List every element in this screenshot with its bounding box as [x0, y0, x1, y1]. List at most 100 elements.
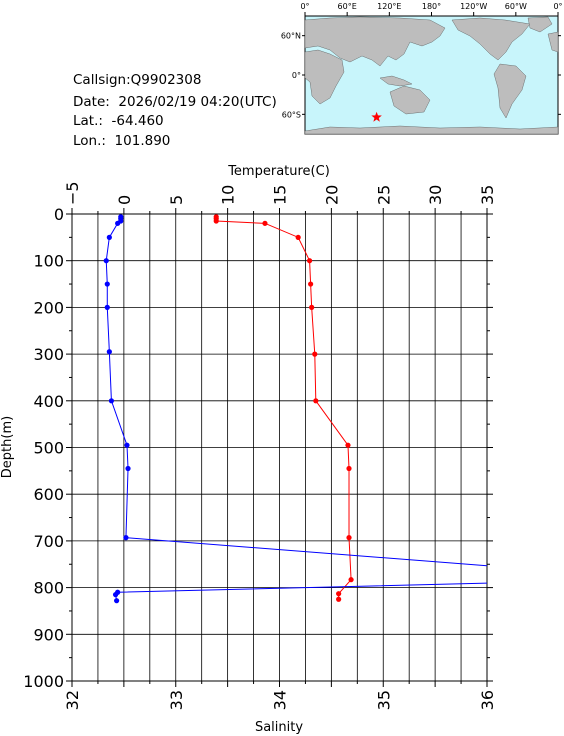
series-point: [106, 349, 112, 355]
top-tick-label: 0: [115, 195, 134, 205]
top-tick-label: −5: [63, 181, 82, 205]
y-tick-label: 1000: [23, 672, 64, 691]
series-point: [104, 281, 110, 287]
station-marker: [371, 111, 382, 122]
date-line: Date: 2026/02/19 04:20(UTC): [73, 94, 277, 110]
map-lon-label: 60°E: [338, 2, 357, 11]
map-lat-label: 0°: [292, 71, 301, 80]
y-tick-label: 100: [33, 252, 64, 271]
land-africa: [304, 49, 345, 105]
y-tick-label: 0: [54, 205, 64, 224]
bottom-axis-label: Salinity: [255, 720, 303, 735]
top-tick-label: 20: [322, 185, 341, 205]
lat-line: Lat.: -64.460: [73, 113, 164, 129]
series-line: [115, 582, 487, 601]
y-tick-label: 700: [33, 532, 64, 551]
series-point: [213, 218, 219, 224]
y-tick-label: 200: [33, 298, 64, 317]
series-point: [345, 442, 351, 448]
world-map: 0° 60°E 120°E 180° 120°W 60°W 0° 60°N 0° 60°S: [281, 2, 563, 135]
map-top-labels: 0° 60°E 120°E 180° 120°W 60°W 0°: [300, 2, 562, 11]
y-tick-label: 600: [33, 485, 64, 504]
series-point: [336, 596, 342, 602]
top-tick-label: 30: [426, 185, 445, 205]
bottom-tick-labels: 32 33 34 35 36: [63, 690, 497, 710]
series-point: [106, 234, 112, 240]
series-point: [312, 351, 318, 357]
series-point: [308, 281, 314, 287]
map-lat-label: 60°N: [281, 32, 301, 41]
y-tick-labels: 0 100 200 300 400 500 600 700 800 900 1000: [23, 205, 64, 691]
top-tick-labels: −5 0 5 10 15 20 25 30 35: [63, 181, 497, 205]
land-indonesia: [379, 75, 413, 87]
series-point: [112, 592, 119, 598]
chart-grid: [71, 213, 488, 682]
series-point: [103, 258, 109, 264]
land-australia: [389, 85, 431, 115]
series-point: [108, 398, 115, 404]
map-land: [304, 16, 559, 135]
series-point: [336, 591, 342, 597]
land-iberia: [547, 31, 559, 53]
map-side-labels: 60°N 0° 60°S: [281, 32, 301, 120]
callsign-line: Callsign:Q9902308: [73, 72, 201, 88]
series-line: [105, 216, 487, 567]
lon-label: Lon.:: [73, 133, 106, 149]
land-south-america: [493, 63, 527, 119]
y-axis-label: Depth(m): [0, 416, 15, 478]
top-tick-label: 35: [478, 185, 497, 205]
series-point: [114, 598, 120, 604]
y-tick-label: 900: [33, 625, 64, 644]
y-tick-label: 800: [33, 579, 64, 598]
top-tick-label: 10: [219, 185, 238, 205]
series-point: [346, 535, 352, 541]
land-eurasia: [304, 16, 446, 67]
callsign-label: Callsign:: [73, 72, 131, 88]
series-point: [348, 577, 354, 583]
map-lon-label: 120°W: [460, 2, 487, 11]
series-line: [215, 216, 352, 600]
minor-ticks: [66, 208, 493, 687]
land-north-america: [451, 17, 531, 61]
lon-line: Lon.: 101.890: [73, 133, 170, 149]
bottom-tick-label: 34: [271, 690, 290, 710]
series-point: [313, 398, 319, 404]
top-tick-label: 5: [167, 195, 186, 205]
y-tick-label: 300: [33, 345, 64, 364]
map-lon-label: 120°E: [377, 2, 401, 11]
lon-value: 101.890: [114, 133, 171, 149]
map-lon-label: 60°W: [505, 2, 527, 11]
bottom-tick-label: 33: [167, 690, 186, 710]
top-axis-label: Temperature(C): [227, 164, 330, 179]
lat-label: Lat.:: [73, 113, 103, 129]
callsign-value: Q9902308: [130, 72, 202, 88]
lat-value: -64.460: [111, 113, 164, 129]
map-lon-label: 0°: [553, 2, 562, 11]
series-point: [104, 304, 110, 310]
bottom-tick-label: 36: [478, 690, 497, 710]
land-greenland: [527, 16, 553, 33]
land-antarctica: [304, 125, 559, 135]
series-point: [124, 442, 130, 448]
date-label: Date:: [73, 94, 110, 110]
series-point: [123, 535, 129, 541]
map-ticks: [302, 12, 561, 115]
date-value: 2026/02/19 04:20(UTC): [118, 94, 277, 110]
top-tick-label: 15: [271, 185, 290, 205]
top-tick-label: 25: [374, 185, 393, 205]
bottom-tick-label: 35: [374, 690, 393, 710]
series-point: [295, 234, 301, 240]
map-lon-label: 180°: [422, 2, 441, 11]
series-point: [125, 465, 131, 472]
series-point: [306, 258, 313, 264]
series-point: [309, 304, 315, 310]
y-tick-label: 500: [33, 439, 64, 458]
map-lon-label: 0°: [300, 2, 309, 11]
map-lat-label: 60°S: [282, 110, 301, 119]
series-point: [115, 220, 121, 226]
series-point: [346, 465, 352, 472]
series-point: [262, 220, 268, 226]
y-tick-label: 400: [33, 392, 64, 411]
